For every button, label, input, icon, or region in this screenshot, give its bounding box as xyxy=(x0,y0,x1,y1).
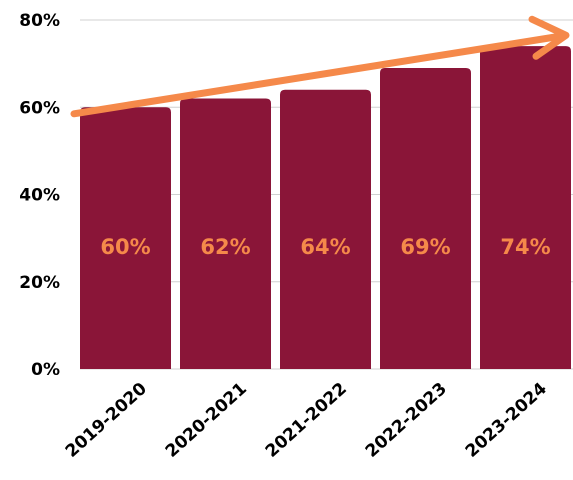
x-category-label: 2023-2024 xyxy=(462,379,551,462)
y-tick-label: 20% xyxy=(19,273,60,293)
y-tick-label: 60% xyxy=(19,98,60,118)
trend-arrow xyxy=(70,15,570,118)
data-labels: 60% 62% 64% 69% 74% xyxy=(100,235,550,259)
bars xyxy=(80,46,571,370)
trend-arrow-head xyxy=(528,15,570,60)
x-axis-categories: 2019-2020 2020-2021 2021-2022 2022-2023 2023… xyxy=(62,379,551,462)
bar-2021-2022 xyxy=(280,89,371,370)
y-tick-label: 40% xyxy=(19,186,60,206)
y-tick-label: 0% xyxy=(31,360,60,380)
bar-2019-2020 xyxy=(80,107,171,369)
data-label: 74% xyxy=(500,235,550,259)
bar-2022-2023 xyxy=(380,67,471,370)
bar-2020-2021 xyxy=(180,98,271,370)
data-label: 62% xyxy=(200,235,250,259)
x-category-label: 2020-2021 xyxy=(162,379,251,462)
y-tick-label: 80% xyxy=(19,11,60,31)
trend-arrow-shaft xyxy=(70,32,564,118)
data-label: 69% xyxy=(400,235,450,259)
x-category-label: 2022-2023 xyxy=(362,379,451,462)
bar-2023-2024 xyxy=(480,46,571,370)
data-label: 64% xyxy=(300,235,350,259)
y-axis-ticks: 0% 20% 40% 60% 80% xyxy=(19,11,60,380)
x-category-label: 2019-2020 xyxy=(62,379,151,462)
x-category-label: 2021-2022 xyxy=(262,379,351,462)
data-label: 60% xyxy=(100,235,150,259)
